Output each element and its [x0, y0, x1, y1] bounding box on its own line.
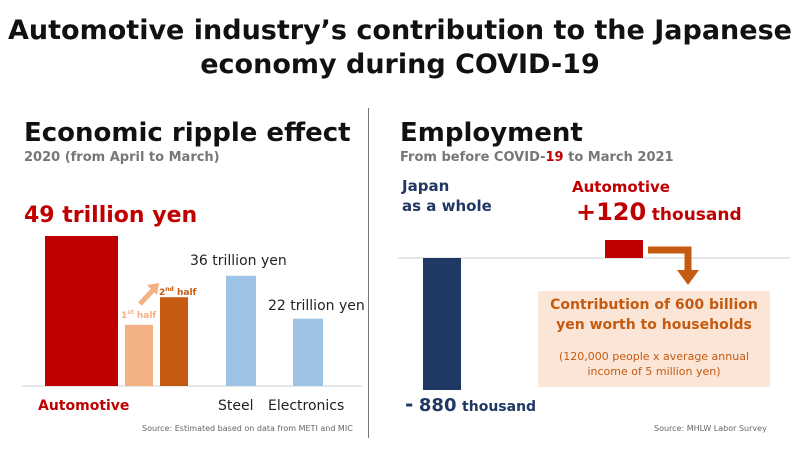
category-label-automotive: Automotive — [38, 398, 130, 414]
household-contribution-callout: Contribution of 600 billion yen worth to… — [538, 291, 770, 387]
bent-arrow-icon — [648, 246, 699, 285]
category-label-steel: Steel — [218, 398, 254, 414]
employment-heading: Employment — [400, 118, 583, 148]
electronics-value-label: 22 trillion yen — [268, 298, 365, 314]
callout-sub-2: income of 5 million yen) — [587, 365, 721, 378]
bar-automotive — [45, 236, 118, 386]
automotive-value-label: 49 trillion yen — [24, 203, 198, 228]
left-source-note: Source: Estimated based on data from MET… — [142, 424, 353, 433]
employment-subtitle: From before COVID-19 to March 2021 — [400, 150, 674, 165]
automotive-employment-label: Automotive — [572, 178, 670, 196]
bar-automotive-first-half — [125, 324, 153, 386]
steel-value-label: 36 trillion yen — [190, 253, 287, 269]
callout-line-2: yen worth to households — [556, 317, 752, 333]
second-half-label: 2nd half — [159, 286, 197, 298]
category-label-electronics: Electronics — [268, 398, 345, 414]
bar-steel — [226, 275, 256, 386]
page-title: Automotive industry’s contribution to th… — [0, 14, 800, 82]
callout-line-1: Contribution of 600 billion — [550, 297, 758, 313]
japan-label: Japan as a whole — [402, 177, 492, 215]
section-divider — [368, 108, 369, 438]
title-line-1: Automotive industry’s contribution to th… — [8, 15, 792, 46]
ripple-subtitle: 2020 (from April to March) — [24, 150, 220, 165]
japan-employment-value: - 880 thousand — [405, 392, 537, 416]
automotive-employment-value: +120 thousand — [576, 198, 742, 226]
half-arrow-icon — [138, 283, 159, 306]
callout-sub-1: (120,000 people x average annual — [558, 350, 750, 363]
bar-automotive-employment — [605, 240, 643, 258]
right-source-note: Source: MHLW Labor Survey — [654, 424, 767, 433]
bar-japan-employment — [423, 258, 461, 390]
bar-automotive-second-half — [160, 297, 188, 386]
ripple-heading: Economic ripple effect — [24, 118, 351, 148]
title-line-2: economy during COVID-19 — [200, 49, 600, 80]
bar-electronics — [293, 318, 323, 386]
first-half-label: 1st half — [121, 309, 157, 321]
